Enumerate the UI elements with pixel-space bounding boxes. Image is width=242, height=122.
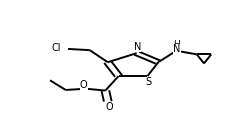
Text: O: O [80,80,88,90]
Text: N: N [173,44,181,54]
Text: Cl: Cl [52,43,61,53]
Text: S: S [145,77,151,87]
Text: H: H [173,40,180,49]
Text: N: N [134,42,141,52]
Text: O: O [105,102,113,112]
